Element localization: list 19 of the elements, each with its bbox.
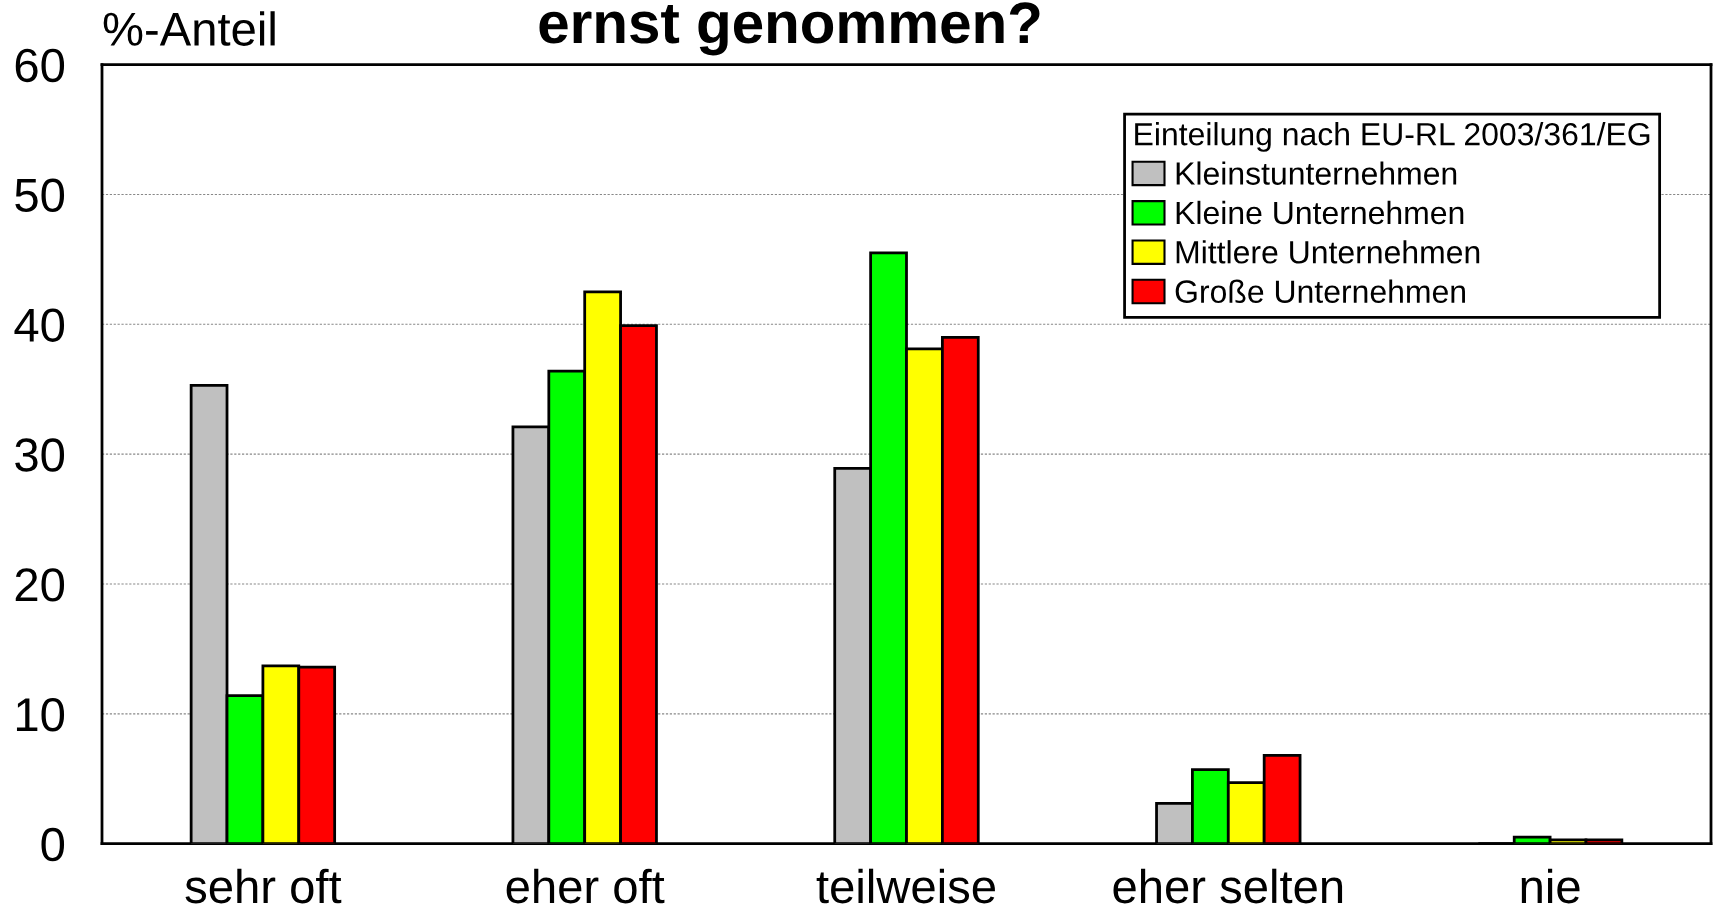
y-tick-label: 0 bbox=[41, 827, 65, 862]
y-tick-label: 30 bbox=[15, 438, 65, 472]
x-tick-label: sehr oft bbox=[185, 868, 342, 904]
x-tick-label: teilweise bbox=[816, 868, 995, 904]
legend-label: Mittlere Unternehmen bbox=[1176, 240, 1480, 264]
y-tick-label: 40 bbox=[14, 308, 65, 342]
legend-label: Große Unternehmen bbox=[1175, 279, 1465, 303]
y-tick-label: 60 bbox=[15, 48, 65, 83]
x-tick-label: eher selten bbox=[1113, 868, 1343, 904]
x-tick-label: eher oft bbox=[506, 868, 665, 904]
x-tick-label: nie bbox=[1521, 868, 1580, 904]
legend-label: Kleinstunternehmen bbox=[1176, 161, 1457, 185]
y-tick-label: 10 bbox=[16, 697, 65, 732]
y-tick-label: 20 bbox=[15, 568, 65, 602]
y-tick-label: 50 bbox=[15, 178, 65, 213]
chart-title: ernst genommen? bbox=[539, 2, 1040, 56]
y-axis-title: %-Anteil bbox=[103, 11, 275, 46]
legend-title: Einteilung nach EU-RL 2003/361/EG bbox=[1135, 122, 1650, 152]
legend-label: Kleine Unternehmen bbox=[1176, 200, 1464, 225]
